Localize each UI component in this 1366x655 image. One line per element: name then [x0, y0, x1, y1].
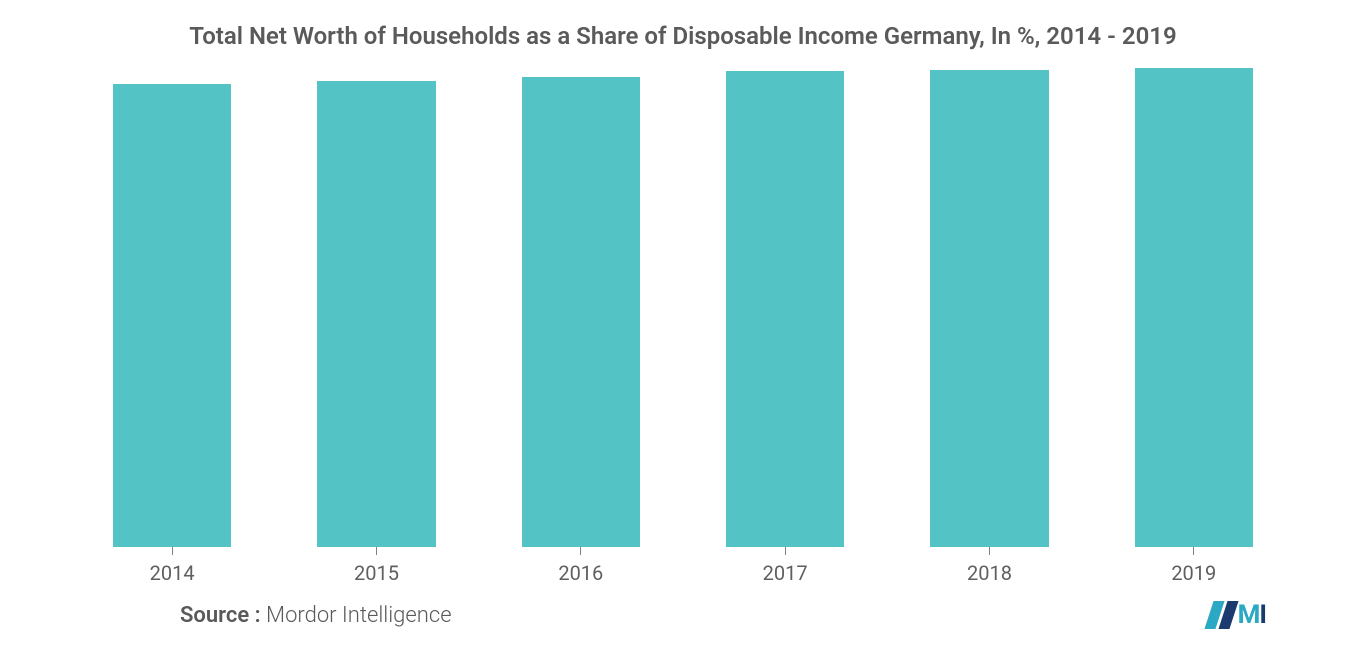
plot-area	[40, 67, 1326, 547]
bar-2015	[317, 81, 436, 547]
x-tick: 2016	[479, 547, 683, 585]
logo-bars-icon	[1204, 601, 1238, 629]
bar-2016	[522, 77, 641, 547]
x-tick-mark	[1193, 547, 1194, 555]
bar-wrap	[887, 67, 1091, 547]
source-label: Source :	[180, 603, 261, 628]
chart-container: Total Net Worth of Households as a Share…	[0, 0, 1366, 655]
x-tick: 2015	[274, 547, 478, 585]
x-tick: 2018	[887, 547, 1091, 585]
x-tick-label: 2016	[558, 561, 603, 585]
bar-wrap	[479, 67, 683, 547]
mordor-logo: M I	[1209, 600, 1266, 630]
x-tick-label: 2015	[354, 561, 399, 585]
source-value: Mordor Intelligence	[266, 603, 452, 628]
x-tick: 2017	[683, 547, 887, 585]
chart-title: Total Net Worth of Households as a Share…	[40, 20, 1326, 67]
x-tick-label: 2014	[150, 561, 195, 585]
x-tick-mark	[172, 547, 173, 555]
x-tick-mark	[785, 547, 786, 555]
x-tick-label: 2017	[763, 561, 808, 585]
x-tick-mark	[376, 547, 377, 555]
bar-2014	[113, 84, 232, 547]
bar-wrap	[70, 67, 274, 547]
bar-wrap	[1092, 67, 1296, 547]
x-tick-mark	[989, 547, 990, 555]
logo-letter-m: M	[1238, 600, 1260, 630]
x-tick-label: 2018	[967, 561, 1012, 585]
bar-wrap	[274, 67, 478, 547]
logo-letter-i: I	[1259, 600, 1266, 630]
source-attribution: Source : Mordor Intelligence	[180, 603, 452, 628]
x-tick: 2014	[70, 547, 274, 585]
x-axis: 2014 2015 2016 2017 2018 2019	[40, 547, 1326, 585]
x-tick: 2019	[1092, 547, 1296, 585]
bar-2017	[726, 71, 845, 547]
bar-2019	[1135, 68, 1254, 547]
x-tick-label: 2019	[1171, 561, 1216, 585]
bar-wrap	[683, 67, 887, 547]
footer-row: Source : Mordor Intelligence M I	[40, 585, 1326, 635]
bar-2018	[930, 70, 1049, 547]
x-tick-mark	[580, 547, 581, 555]
